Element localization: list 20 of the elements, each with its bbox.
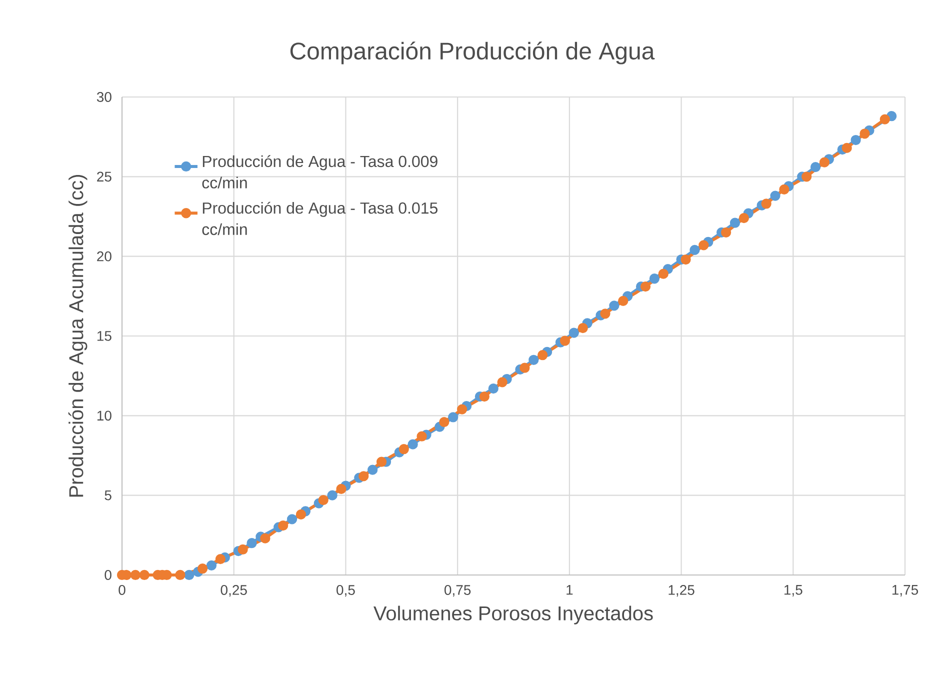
- x-tick-label: 1,25: [668, 585, 694, 597]
- x-tick-label: 1,5: [784, 585, 802, 596]
- y-tick-label: 25: [97, 172, 112, 182]
- y-tick-label: 5: [104, 490, 112, 500]
- x-tick-label: 0,25: [220, 585, 247, 597]
- x-tick-label: 0,5: [336, 585, 355, 597]
- y-tick-label: 20: [97, 251, 112, 262]
- x-tick-label: 1: [566, 585, 573, 595]
- legend-label: Producción de Agua - Tasa 0.009 cc/min: [202, 155, 438, 188]
- y-tick-label: 15: [97, 331, 112, 341]
- x-tick-label: 1,75: [892, 585, 918, 596]
- x-tick-label: 0,75: [444, 585, 471, 597]
- legend-label: Producción de Agua - Tasa 0.015 cc/min: [202, 202, 438, 236]
- y-tick-label: 0: [104, 570, 112, 580]
- y-tick-label: 30: [96, 92, 112, 102]
- y-tick-label: 10: [97, 410, 112, 421]
- chart-title: Comparación Producción de Agua: [290, 42, 655, 64]
- x-axis-title: Volumenes Porosos Inyectados: [374, 606, 653, 624]
- x-tick-label: 0: [118, 585, 126, 595]
- y-axis-title: Producción de Agua Acumulada (cc): [68, 174, 88, 497]
